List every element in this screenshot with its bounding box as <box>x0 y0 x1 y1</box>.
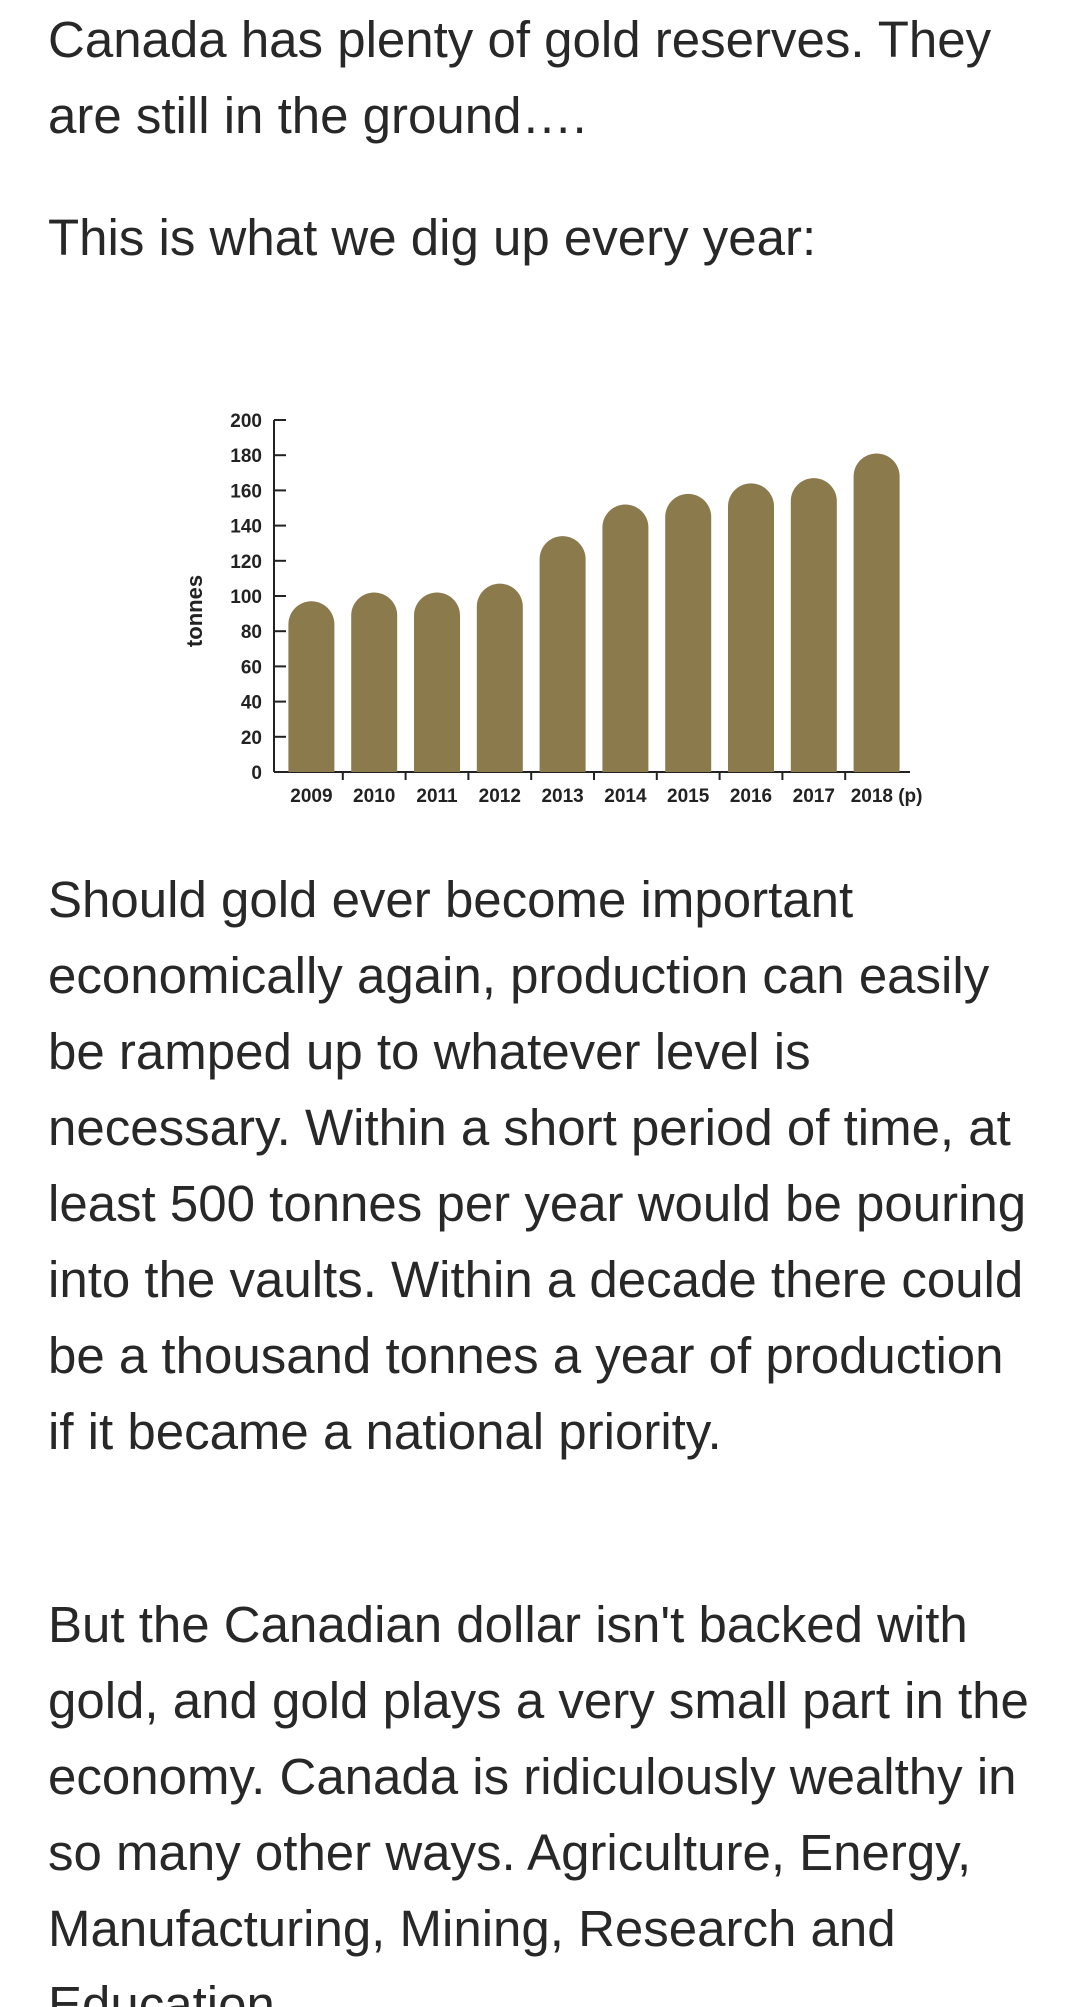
bar-2011 <box>414 592 460 772</box>
y-tick-label: 40 <box>241 693 262 714</box>
y-tick-label: 100 <box>230 587 262 608</box>
y-tick-label: 20 <box>241 728 262 749</box>
x-tick-label: 2017 <box>793 786 835 807</box>
y-tick-label: 200 <box>230 411 262 432</box>
y-tick-label: 120 <box>230 552 262 573</box>
x-tick-label: 2015 <box>667 786 710 807</box>
bar-layer <box>288 453 900 772</box>
bar-2013 <box>539 536 586 772</box>
x-tick-label: 2009 <box>290 786 332 807</box>
bar-2014 <box>602 504 649 772</box>
bar-2010 <box>351 592 398 772</box>
bar-2018p <box>853 453 900 772</box>
x-tick-label: 2011 <box>416 786 458 807</box>
x-tick-label: 2016 <box>730 786 772 807</box>
gold-production-chart: 0 20 40 60 80 100 120 140 160 180 200 tonnes 2009 201… <box>172 400 942 830</box>
y-tick-label: 60 <box>241 657 262 678</box>
label-layer: 0 20 40 60 80 100 120 140 160 180 200 tonnes 2009 201… <box>182 411 923 807</box>
x-tick-label: 2013 <box>541 786 583 807</box>
bar-chart-svg: 0 20 40 60 80 100 120 140 160 180 200 tonnes 2009 201… <box>182 411 923 807</box>
y-tick-label: 140 <box>230 517 262 538</box>
x-tick-label: 2014 <box>604 786 647 807</box>
y-tick-label: 180 <box>230 446 262 467</box>
x-tick-label: 2010 <box>353 786 395 807</box>
paragraph-economy: But the Canadian dollar isn't backed wit… <box>48 1596 1029 2007</box>
x-tick-label: 2012 <box>479 786 521 807</box>
paragraph-production: Should gold ever become important econom… <box>48 871 1027 1460</box>
y-axis-label: tonnes <box>182 575 207 647</box>
y-tick-label: 0 <box>251 763 262 784</box>
bar-2015 <box>665 493 712 772</box>
y-tick-label: 80 <box>241 622 262 643</box>
bar-2012 <box>476 583 523 772</box>
paragraph-intro: Canada has plenty of gold reserves. They… <box>48 11 992 144</box>
paragraph-chart-intro: This is what we dig up every year: <box>48 209 817 266</box>
x-tick-label: 2018 (p) <box>851 786 923 807</box>
bar-2017 <box>790 478 837 772</box>
bar-2009 <box>288 601 335 772</box>
y-tick-label: 160 <box>230 481 262 502</box>
bar-2016 <box>728 483 774 772</box>
